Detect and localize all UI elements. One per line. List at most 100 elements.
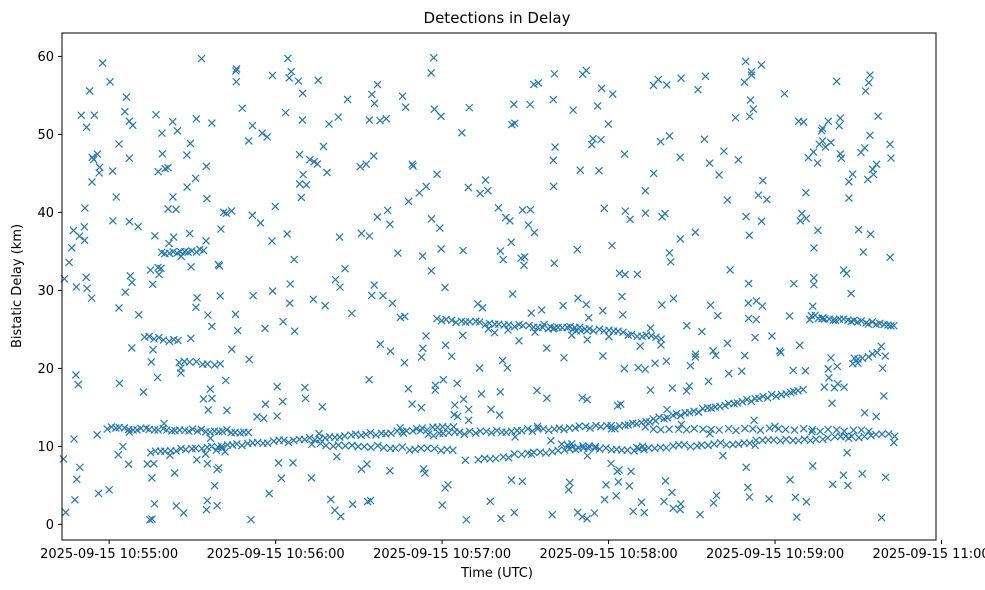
data-point — [125, 217, 134, 226]
data-point — [147, 473, 156, 482]
data-point — [499, 255, 508, 264]
data-point — [757, 217, 766, 226]
data-point — [705, 159, 714, 168]
data-point — [238, 104, 247, 113]
data-point — [889, 438, 898, 447]
data-point — [715, 426, 724, 434]
data-point — [808, 302, 817, 311]
x-tick-label: 2025-09-15 11:00:00 — [873, 547, 985, 562]
data-point — [284, 438, 293, 447]
data-point — [676, 499, 685, 508]
data-point — [206, 385, 215, 394]
data-point — [277, 474, 286, 483]
data-point — [709, 346, 718, 355]
data-point — [408, 427, 417, 435]
data-point — [854, 225, 863, 234]
data-point — [864, 320, 873, 329]
data-point — [323, 168, 331, 177]
data-point — [867, 431, 875, 440]
data-point — [474, 455, 483, 464]
data-point — [685, 382, 694, 390]
data-point — [864, 78, 873, 87]
data-point — [415, 188, 424, 197]
data-point — [203, 311, 212, 319]
data-point — [231, 310, 240, 319]
data-point — [85, 87, 94, 95]
data-point — [824, 425, 832, 434]
data-point — [649, 425, 658, 434]
data-point — [723, 196, 732, 204]
data-point — [388, 299, 397, 308]
data-point — [447, 316, 456, 325]
data-point — [565, 478, 574, 487]
data-point — [74, 380, 83, 389]
data-point — [122, 93, 131, 102]
data-point — [651, 333, 660, 342]
data-point — [357, 465, 366, 474]
data-point — [726, 265, 735, 274]
data-point — [279, 317, 287, 326]
data-point — [203, 194, 211, 203]
data-point — [146, 448, 155, 457]
data-point — [517, 450, 526, 459]
data-point — [417, 353, 426, 361]
data-point — [840, 383, 849, 392]
data-point — [207, 442, 216, 451]
data-point — [347, 309, 356, 318]
data-point — [126, 271, 135, 280]
data-point — [748, 424, 757, 433]
data-point — [832, 77, 841, 86]
data-point — [227, 345, 236, 354]
data-point — [517, 254, 525, 263]
data-point — [731, 113, 740, 122]
data-point — [150, 425, 159, 434]
data-point — [817, 126, 826, 135]
data-point — [67, 243, 76, 252]
data-point — [751, 441, 760, 450]
data-point — [273, 382, 282, 391]
data-point — [108, 216, 117, 225]
data-point — [125, 117, 134, 126]
data-point — [354, 442, 363, 451]
data-point — [564, 485, 573, 494]
data-point — [610, 424, 619, 433]
data-point — [575, 422, 584, 430]
data-point — [724, 369, 733, 378]
data-point — [128, 278, 136, 287]
data-point — [187, 247, 196, 255]
data-point — [832, 426, 841, 434]
data-point — [422, 332, 430, 340]
data-point — [169, 233, 178, 241]
x-tick-label: 2025-09-15 10:59:00 — [706, 547, 844, 562]
data-point — [608, 90, 617, 98]
data-point — [149, 459, 158, 468]
data-point — [549, 95, 558, 104]
data-point — [366, 443, 375, 452]
data-point — [404, 384, 413, 393]
data-point — [641, 422, 650, 431]
data-point — [322, 441, 330, 450]
data-point — [494, 203, 503, 212]
data-point — [341, 264, 349, 273]
data-point — [172, 447, 181, 456]
data-point — [93, 430, 102, 439]
data-point — [216, 225, 225, 234]
data-point — [884, 429, 893, 438]
data-point — [704, 441, 713, 450]
data-point — [732, 426, 740, 435]
data-point — [583, 514, 591, 523]
data-point — [592, 421, 600, 430]
data-point — [386, 466, 394, 475]
data-point — [716, 438, 725, 447]
data-point — [696, 510, 704, 519]
data-point — [203, 360, 212, 369]
data-point — [145, 515, 154, 524]
data-point — [271, 202, 280, 211]
data-point — [399, 429, 408, 438]
data-point — [487, 405, 495, 414]
data-point — [630, 446, 639, 455]
data-point — [595, 445, 604, 454]
data-point — [540, 320, 549, 329]
data-point — [165, 239, 173, 248]
data-point — [600, 204, 609, 213]
